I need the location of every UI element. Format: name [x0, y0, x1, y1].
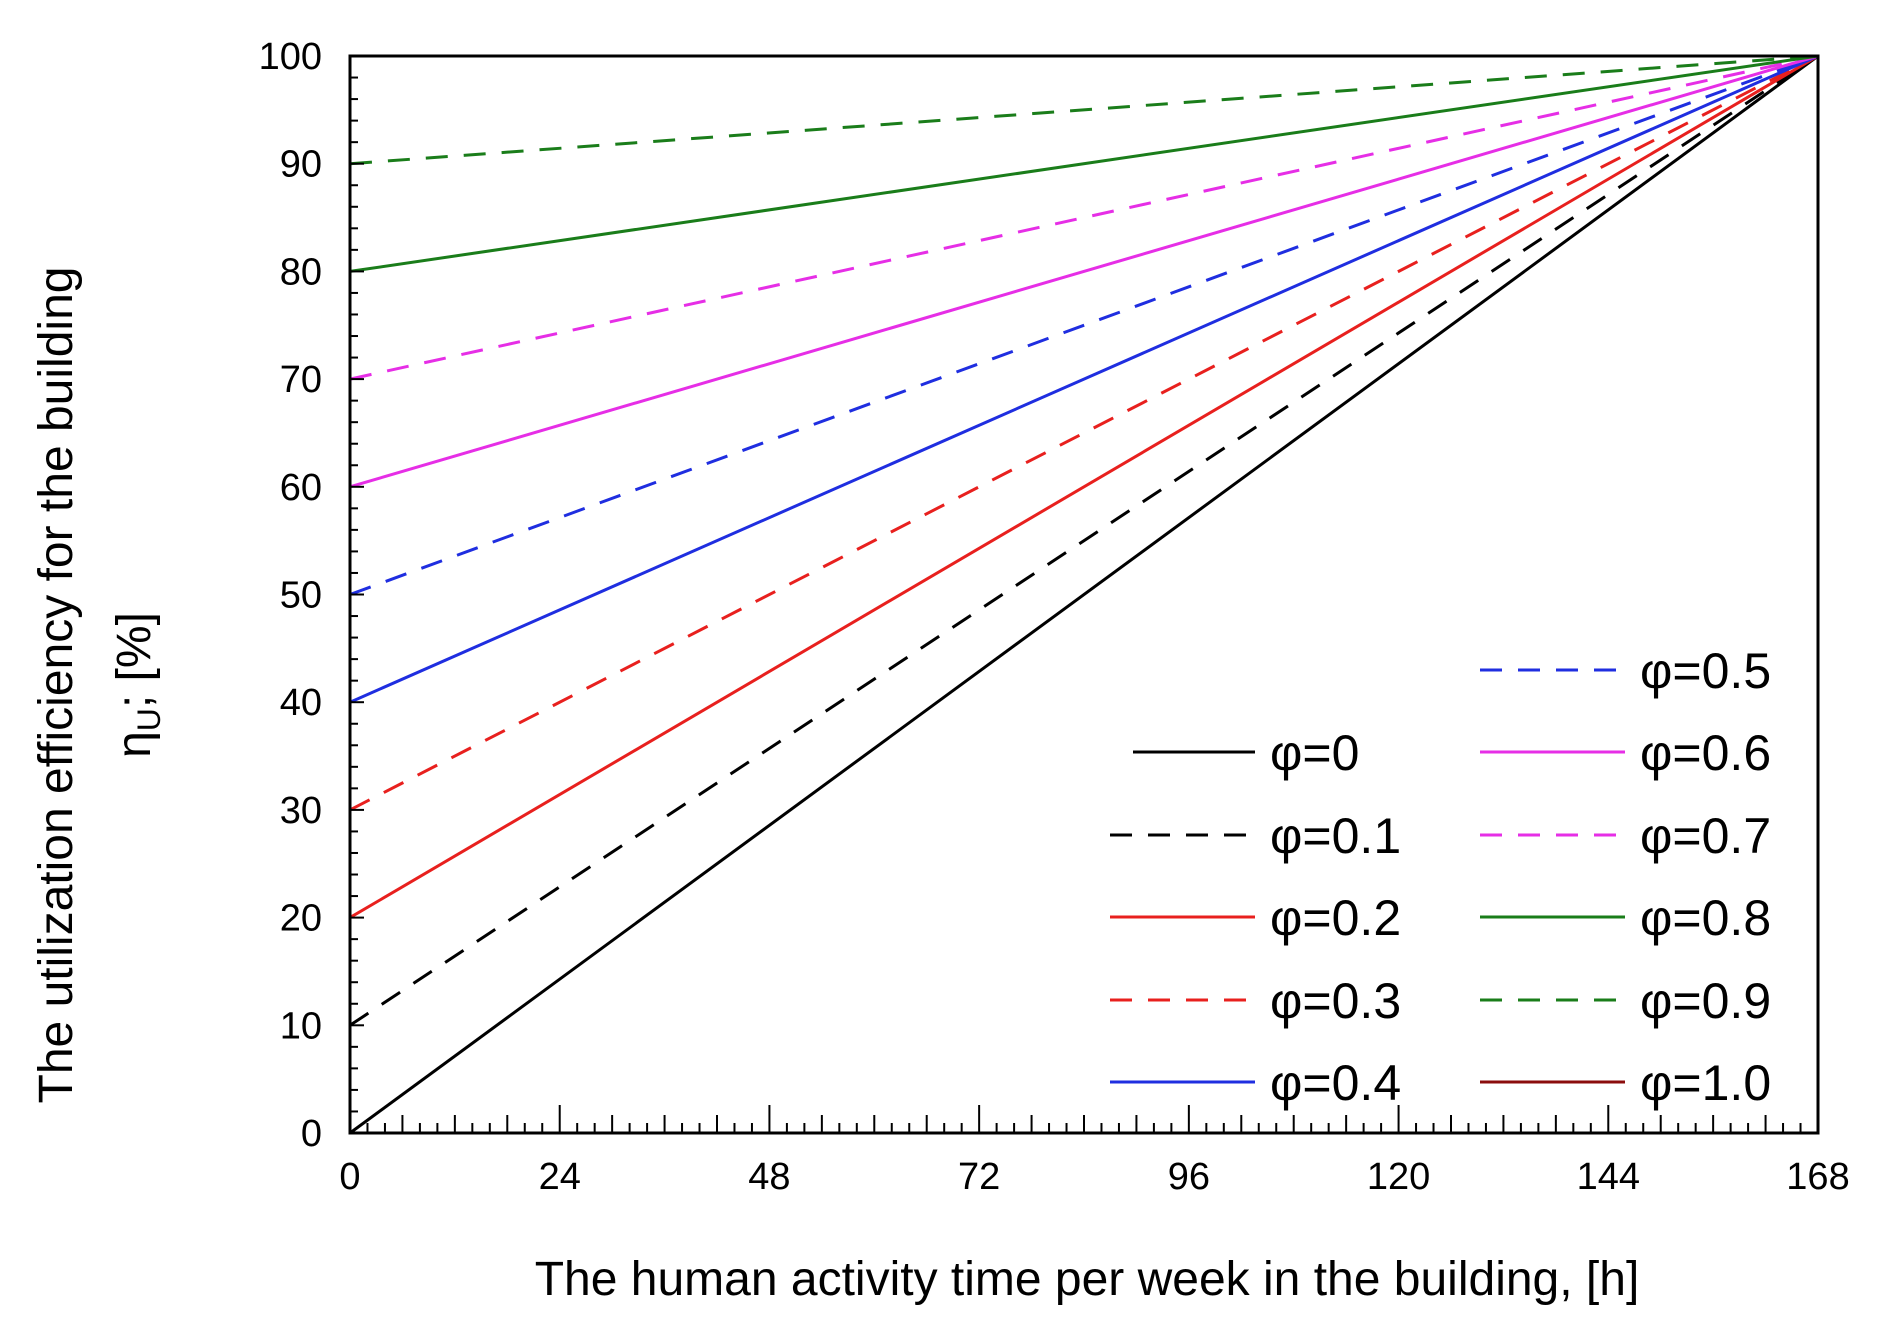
- series-line-9: [349, 54, 1819, 166]
- tick-labels: 0 24 48 72 96 120 144 168 0 10 20 30 40 50 60 70 80 90 100: [259, 36, 1850, 1198]
- y-tick-label: 70: [280, 359, 322, 401]
- legend-label-6: φ=0.6: [1640, 725, 1771, 781]
- y-tick-label: 60: [280, 467, 322, 509]
- y-axis-title-line2: ηU; [%]: [108, 612, 167, 758]
- legend-label-0: φ=0: [1270, 725, 1359, 781]
- series-line-5: [349, 54, 1819, 596]
- x-tick-label: 168: [1786, 1156, 1849, 1198]
- series-line-4: [349, 54, 1819, 704]
- x-tick-label: 96: [1168, 1156, 1210, 1198]
- axis-ticks: [349, 55, 1819, 1134]
- series-line-3: [349, 54, 1819, 812]
- x-tick-label: 120: [1367, 1156, 1430, 1198]
- y-tick-label: 100: [259, 36, 322, 78]
- x-axis-title: The human activity time per week in the …: [535, 1253, 1640, 1306]
- y-axis-subscript: U: [131, 708, 167, 731]
- y-axis-unit: ; [%]: [108, 612, 161, 708]
- x-tick-label: 72: [958, 1156, 1000, 1198]
- legend-label-2: φ=0.2: [1270, 890, 1401, 946]
- y-tick-label: 20: [280, 898, 322, 940]
- series-line-0: [349, 54, 1819, 1135]
- y-tick-label: 50: [280, 575, 322, 617]
- legend: φ=0 φ=0.1 φ=0.2 φ=0.3 φ=0.4 φ=0.5 φ=0.6 φ=0.7 φ=…: [1110, 643, 1771, 1111]
- y-tick-label: 40: [280, 682, 322, 724]
- legend-label-8: φ=0.8: [1640, 890, 1771, 946]
- series-line-8: [349, 54, 1819, 273]
- y-tick-label: 0: [301, 1113, 322, 1155]
- y-tick-label: 90: [280, 144, 322, 186]
- series-line-6: [349, 54, 1819, 489]
- x-tick-label: 144: [1577, 1156, 1640, 1198]
- legend-label-9: φ=0.9: [1640, 973, 1771, 1029]
- y-tick-label: 30: [280, 790, 322, 832]
- eta-symbol: η: [108, 731, 161, 758]
- x-tick-label: 0: [339, 1156, 360, 1198]
- legend-label-7: φ=0.7: [1640, 808, 1771, 864]
- legend-label-4: φ=0.4: [1270, 1055, 1401, 1111]
- series-line-1: [349, 54, 1819, 1027]
- legend-label-3: φ=0.3: [1270, 973, 1401, 1029]
- x-tick-label: 48: [748, 1156, 790, 1198]
- legend-label-1: φ=0.1: [1270, 808, 1401, 864]
- legend-label-5: φ=0.5: [1640, 643, 1771, 699]
- y-tick-label: 10: [280, 1005, 322, 1047]
- y-tick-label: 80: [280, 251, 322, 293]
- series-layer: [349, 54, 1819, 1135]
- legend-label-10: φ=1.0: [1640, 1055, 1771, 1111]
- x-tick-label: 24: [539, 1156, 581, 1198]
- series-line-2: [349, 54, 1819, 919]
- y-axis-title-line1: The utilization efficiency for the build…: [30, 267, 83, 1104]
